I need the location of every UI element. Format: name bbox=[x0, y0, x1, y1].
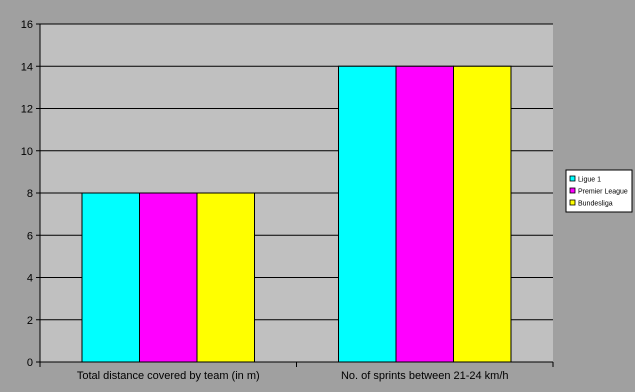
legend: Ligue 1 Premier League Bundesliga bbox=[565, 169, 633, 213]
bars bbox=[81, 65, 512, 363]
y-tick-label: 6 bbox=[27, 230, 33, 242]
x-tick-labels: Total distance covered by team (in m) No.… bbox=[77, 370, 509, 382]
bar-ligue-1-1 bbox=[338, 65, 397, 363]
y-tick-label: 0 bbox=[27, 357, 33, 369]
axes bbox=[36, 23, 554, 367]
bar-premier-league-1 bbox=[395, 65, 454, 363]
legend-label: Ligue 1 bbox=[578, 177, 601, 184]
y-tick-label: 8 bbox=[27, 188, 33, 200]
bar-bundesliga-1 bbox=[453, 65, 512, 363]
y-tick-labels: 0 2 4 6 8 10 12 14 16 bbox=[21, 19, 33, 369]
y-tick-label: 16 bbox=[21, 19, 33, 31]
x-tick-label: No. of sprints between 21-24 km/h bbox=[341, 370, 509, 382]
legend-swatch bbox=[569, 187, 576, 194]
y-tick-label: 10 bbox=[21, 146, 33, 158]
y-tick-label: 12 bbox=[21, 104, 33, 116]
legend-swatch bbox=[569, 199, 576, 206]
x-tick-label: Total distance covered by team (in m) bbox=[77, 370, 260, 382]
y-tick-label: 2 bbox=[27, 315, 33, 327]
y-tick-label: 14 bbox=[21, 61, 33, 73]
legend-box bbox=[565, 169, 633, 213]
legend-swatch bbox=[569, 175, 576, 182]
bar-premier-league-0 bbox=[139, 192, 198, 363]
bar-bundesliga-0 bbox=[196, 192, 255, 363]
bar-ligue-1-0 bbox=[81, 192, 140, 363]
legend-label: Premier League bbox=[578, 189, 628, 196]
legend-label: Bundesliga bbox=[578, 201, 613, 208]
y-tick-label: 4 bbox=[27, 273, 33, 285]
